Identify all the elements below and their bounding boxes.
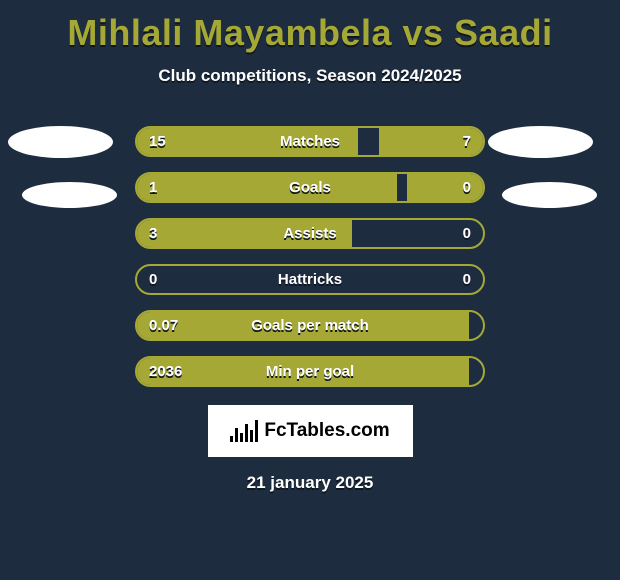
stat-row: 3Assists0 — [135, 218, 485, 249]
fctables-logo: FcTables.com — [208, 405, 413, 457]
comparison-chart: 15Matches71Goals03Assists00Hattricks00.0… — [0, 126, 620, 387]
value-right: 0 — [463, 179, 471, 196]
stat-label: Goals — [137, 179, 483, 196]
stat-row: 0Hattricks0 — [135, 264, 485, 295]
subtitle: Club competitions, Season 2024/2025 — [0, 66, 620, 86]
stat-row: 1Goals0 — [135, 172, 485, 203]
date-label: 21 january 2025 — [0, 473, 620, 493]
value-right: 0 — [463, 271, 471, 288]
stat-label: Min per goal — [137, 363, 483, 380]
logo-bars-icon — [230, 420, 258, 442]
player-left-photo-placeholder-2 — [22, 182, 117, 208]
stat-label: Assists — [137, 225, 483, 242]
player-left-photo-placeholder-1 — [8, 126, 113, 158]
value-right: 7 — [463, 133, 471, 150]
stat-row: 15Matches7 — [135, 126, 485, 157]
stat-row: 2036Min per goal — [135, 356, 485, 387]
stat-label: Hattricks — [137, 271, 483, 288]
player-right-photo-placeholder-2 — [502, 182, 597, 208]
stat-row: 0.07Goals per match — [135, 310, 485, 341]
logo-text: FcTables.com — [264, 420, 389, 442]
stat-label: Goals per match — [137, 317, 483, 334]
value-right: 0 — [463, 225, 471, 242]
page-title: Mihlali Mayambela vs Saadi — [0, 0, 620, 54]
stat-label: Matches — [137, 133, 483, 150]
stat-rows: 15Matches71Goals03Assists00Hattricks00.0… — [135, 126, 485, 387]
player-right-photo-placeholder-1 — [488, 126, 593, 158]
